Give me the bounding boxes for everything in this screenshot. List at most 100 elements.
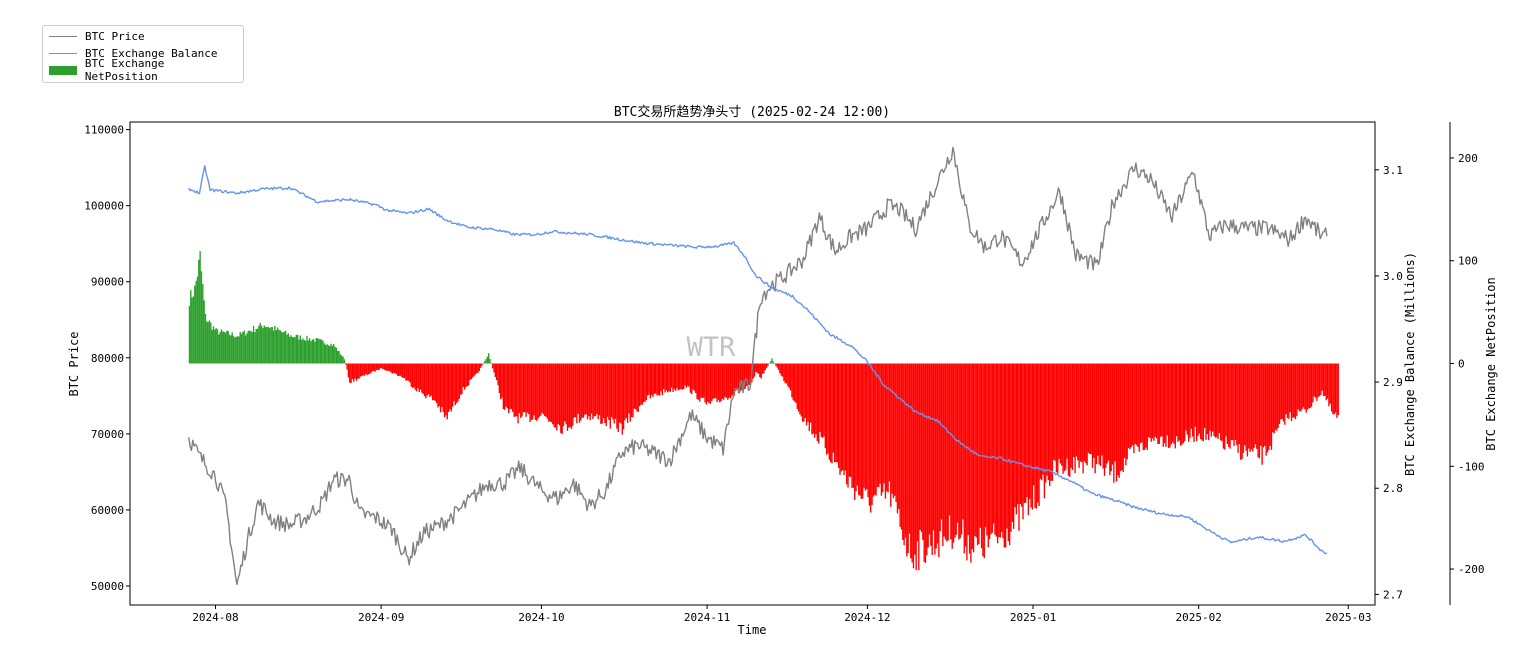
netposition-bar: [1312, 363, 1314, 403]
netposition-bar: [1058, 363, 1060, 460]
netposition-bar: [832, 363, 834, 453]
netposition-bar: [346, 363, 348, 370]
netposition-bar: [712, 363, 714, 399]
netposition-bar: [1019, 363, 1022, 504]
netposition-bar: [426, 363, 428, 396]
netposition-bar: [1027, 363, 1030, 516]
netposition-bar: [282, 332, 284, 364]
netposition-bar: [223, 331, 225, 364]
netposition-bar: [761, 363, 764, 374]
netposition-bar: [351, 363, 354, 379]
netposition-bar: [634, 363, 637, 410]
netposition-bar: [367, 363, 370, 375]
netposition-bar: [243, 330, 245, 364]
netposition-bar: [1297, 363, 1299, 410]
netposition-bar: [311, 339, 314, 364]
netposition-bar: [1294, 363, 1297, 420]
title-group: BTC交易所趋势净头寸 (2025-02-24 12:00): [614, 104, 890, 120]
netposition-bar: [983, 363, 985, 559]
netposition-bar: [939, 363, 941, 532]
netposition-bar: [697, 363, 700, 400]
netposition-bar: [540, 363, 542, 416]
netposition-bar: [664, 363, 666, 393]
netposition-bar: [1179, 363, 1182, 446]
netposition-bar: [304, 340, 307, 364]
netposition-bar: [748, 363, 750, 385]
netposition-bar: [1071, 363, 1074, 470]
netposition-bar: [1237, 363, 1239, 453]
netposition-bar: [1264, 363, 1266, 446]
netposition-bar: [962, 363, 964, 520]
x-tick-label: 2024-09: [358, 611, 404, 624]
netposition-bar: [554, 363, 557, 428]
netposition-bar: [975, 363, 977, 538]
netposition-bar: [1201, 363, 1203, 441]
netposition-bar: [214, 329, 216, 364]
netposition-bar: [620, 363, 622, 424]
netposition-bar: [1158, 363, 1160, 444]
netposition-bar: [800, 363, 802, 417]
netposition-bar: [509, 363, 511, 410]
netposition-bar: [1289, 363, 1291, 413]
netposition-bar: [377, 363, 379, 371]
x-tick-label: 2024-08: [192, 611, 238, 624]
netposition-bar: [831, 363, 833, 464]
netposition-bar: [740, 363, 742, 391]
netposition-bar: [1182, 363, 1184, 444]
netposition-bar: [1241, 363, 1243, 459]
netposition-bar: [202, 284, 204, 364]
netposition-bar: [240, 333, 243, 364]
netposition-bar: [1131, 363, 1134, 446]
netposition-bar: [737, 363, 740, 394]
netposition-bar: [1041, 363, 1043, 481]
netposition-bar: [276, 327, 279, 364]
netposition-bar: [771, 358, 773, 364]
netposition-bar: [1269, 363, 1271, 446]
netposition-bar: [1039, 363, 1042, 479]
netposition-bar: [906, 363, 908, 557]
netposition-bar: [1161, 363, 1163, 437]
netposition-bar: [1226, 363, 1229, 444]
netposition-bar: [1178, 363, 1180, 441]
netposition-bar: [493, 363, 495, 373]
netposition-bar: [872, 363, 875, 497]
netposition-bar: [1055, 363, 1058, 473]
netposition-bar: [1026, 363, 1028, 498]
netposition-bar: [251, 331, 253, 364]
netposition-bar: [230, 335, 232, 364]
netposition-bar: [894, 363, 896, 496]
netposition-bar: [1314, 363, 1317, 398]
netposition-bar: [1233, 363, 1235, 447]
netposition-bar: [1310, 363, 1313, 407]
netposition-bar: [888, 363, 891, 482]
netposition-bar: [1119, 363, 1122, 472]
netposition-bar: [256, 328, 259, 364]
netposition-bar: [882, 363, 884, 493]
netposition-bar: [1218, 363, 1221, 434]
netposition-bar: [521, 363, 523, 417]
netposition-bar: [506, 363, 509, 409]
netposition-bar: [621, 363, 623, 435]
netposition-bar: [622, 363, 625, 430]
netposition-bar: [1157, 363, 1159, 445]
netposition-bar: [644, 363, 646, 402]
netposition-bar: [1053, 363, 1055, 460]
legend-swatch-price: [49, 35, 77, 37]
netposition-bar: [295, 334, 297, 364]
netposition-bar: [1256, 363, 1258, 449]
netposition-bar: [839, 363, 841, 475]
netposition-bar: [310, 341, 312, 364]
netposition-bar: [1059, 363, 1062, 464]
netposition-bar: [982, 363, 984, 557]
netposition-bar: [784, 363, 786, 384]
netposition-bar: [552, 363, 554, 425]
netposition-bar: [846, 363, 848, 485]
netposition-bar: [504, 363, 506, 410]
netposition-bar: [283, 331, 285, 364]
netposition-bar: [1258, 363, 1261, 459]
netposition-bar: [510, 363, 513, 409]
netposition-bar: [743, 363, 745, 389]
legend: BTC Price BTC Exchange Balance BTC Excha…: [42, 25, 244, 83]
netposition-bar: [1049, 363, 1051, 487]
